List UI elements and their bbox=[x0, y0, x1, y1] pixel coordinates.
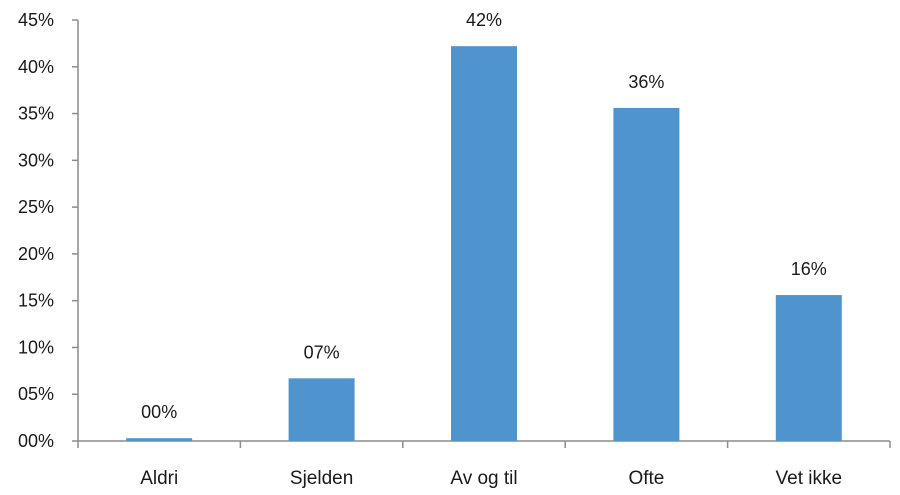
bar-data-label: 00% bbox=[141, 402, 177, 422]
x-category-label: Av og til bbox=[450, 468, 517, 489]
y-tick-label: 25% bbox=[18, 197, 54, 217]
x-category-label: Vet ikke bbox=[776, 468, 843, 489]
x-axis: Aldri Sjelden Av og til Ofte Vet ikke bbox=[77, 440, 891, 489]
y-axis: 00% 05% 10% 15% 20% 25% 30% 35% 40% 45% bbox=[18, 10, 79, 451]
y-tick-label: 15% bbox=[18, 291, 54, 311]
x-category-label: Aldri bbox=[140, 468, 178, 489]
bar-data-label: 16% bbox=[791, 259, 827, 279]
x-category-label: Sjelden bbox=[290, 468, 353, 489]
y-tick-label: 45% bbox=[18, 10, 54, 30]
y-tick-label: 10% bbox=[18, 337, 54, 357]
bar bbox=[451, 46, 517, 441]
bar bbox=[775, 295, 842, 441]
data-labels: 00% 07% 42% 36% 16% bbox=[141, 10, 827, 422]
bar-data-label: 42% bbox=[466, 10, 502, 30]
y-tick-label: 35% bbox=[18, 104, 54, 124]
y-tick-label: 30% bbox=[18, 150, 54, 170]
y-tick-label: 05% bbox=[18, 384, 54, 404]
x-category-label: Ofte bbox=[628, 468, 664, 489]
bar-data-label: 07% bbox=[304, 342, 340, 362]
bar-data-label: 36% bbox=[628, 72, 664, 92]
y-tick-label: 20% bbox=[18, 244, 54, 264]
bar bbox=[126, 438, 193, 441]
bars bbox=[126, 46, 842, 441]
bar bbox=[288, 378, 355, 441]
bar bbox=[613, 107, 680, 441]
y-tick-label: 40% bbox=[18, 57, 54, 77]
y-tick-label: 00% bbox=[18, 431, 54, 451]
